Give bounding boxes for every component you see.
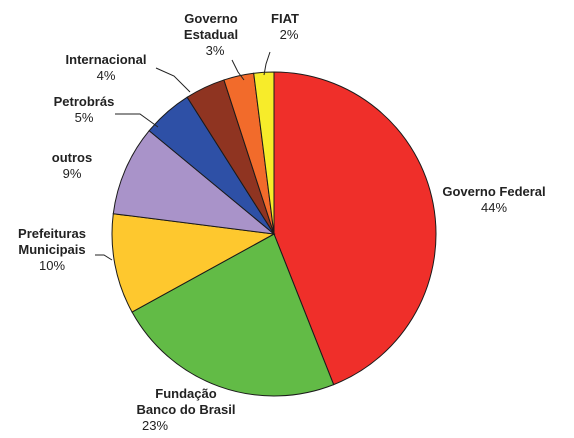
slice-percent-governo-federal: 44%: [481, 200, 507, 215]
leader-line-fiat: [263, 51, 271, 76]
slice-percent-petrobr-s: 5%: [75, 110, 94, 125]
pie-slice-governo-federal: [273, 71, 437, 386]
pie-slice-fiat: [253, 71, 275, 235]
slice-name-funda-o-banco-do-brasil-line1: Fundação: [155, 386, 216, 401]
slice-percent-internacional: 4%: [97, 68, 116, 83]
leader-line-petrobr-s: [115, 113, 159, 128]
slice-name-prefeituras-municipais-line1: Prefeituras: [18, 226, 86, 241]
slice-name-governo-estadual-line2: Estadual: [184, 27, 238, 42]
slice-name-fiat: FIAT: [271, 11, 299, 26]
slice-name-governo-federal: Governo Federal: [442, 184, 545, 199]
slice-name-petrobr-s: Petrobrás: [54, 94, 115, 109]
leader-line-governo-estadual: [231, 59, 245, 81]
slice-name-prefeituras-municipais-line2: Municipais: [18, 242, 85, 257]
leader-line-internacional: [155, 67, 191, 93]
slice-percent-funda-o-banco-do-brasil: 23%: [142, 418, 168, 433]
slice-name-internacional: Internacional: [66, 52, 147, 67]
leader-line-prefeituras-municipais: [95, 254, 113, 261]
pie-slices: [111, 71, 437, 397]
pie-slice-funda-o-banco-do-brasil: [131, 233, 335, 397]
slice-name-governo-estadual-line1: Governo: [184, 11, 238, 26]
slice-name-funda-o-banco-do-brasil-line2: Banco do Brasil: [137, 402, 236, 417]
slice-percent-fiat: 2%: [280, 27, 299, 42]
pie-slice-prefeituras-municipais: [111, 213, 276, 313]
slice-percent-outros: 9%: [63, 166, 82, 181]
slice-percent-prefeituras-municipais: 10%: [39, 258, 65, 273]
leader-lines: [95, 51, 271, 261]
slice-name-outros: outros: [52, 150, 92, 165]
slice-percent-governo-estadual: 3%: [206, 43, 225, 58]
pie-slice-outros: [112, 130, 276, 235]
